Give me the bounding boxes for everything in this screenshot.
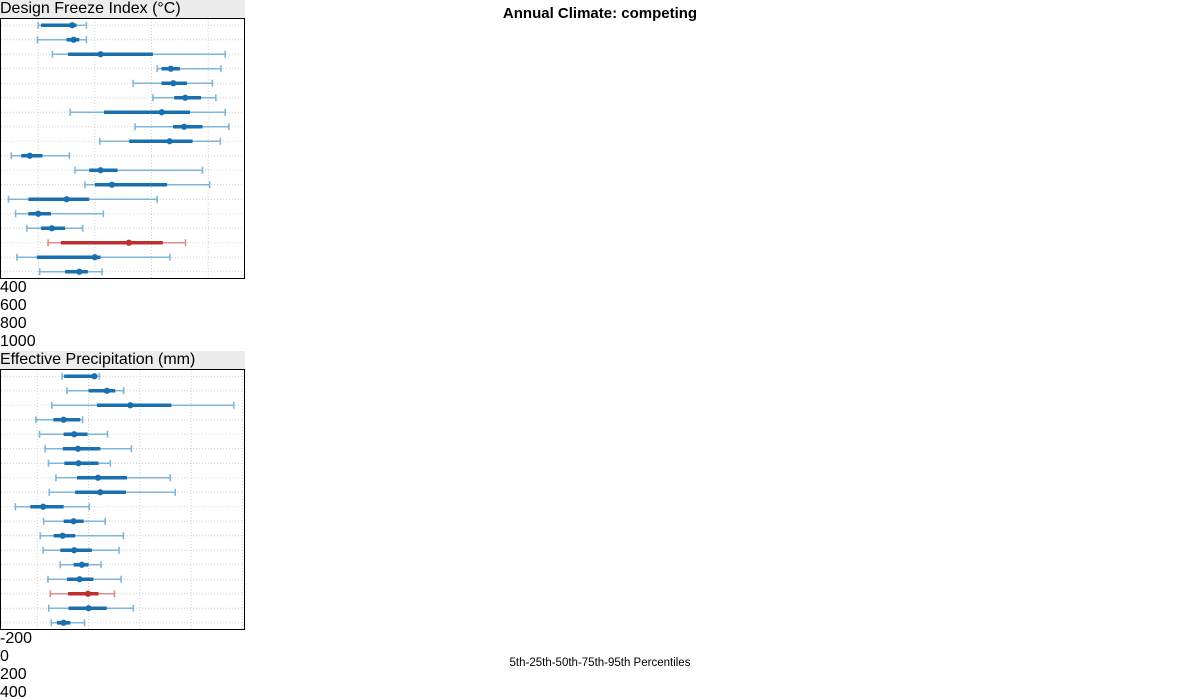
percentile-row-mocmont	[132, 79, 214, 87]
percentile-row-laventana	[47, 604, 135, 612]
percentile-row-wahatoya	[59, 561, 102, 569]
percentile-row-sheek	[26, 224, 84, 232]
percentile-row-skyview	[47, 459, 112, 467]
percentile-row-tecolote	[7, 195, 158, 203]
percentile-row-yourame	[42, 517, 106, 525]
percentile-row-yreka	[152, 94, 217, 102]
axis-tick-label: 200	[0, 666, 27, 683]
percentile-row-towaoc	[61, 372, 101, 380]
percentile-row-sonsela	[66, 387, 125, 395]
percentile-row-namon	[51, 50, 226, 58]
axis-tick-label: 400	[0, 684, 27, 700]
panel-canvas	[0, 18, 245, 279]
percentile-row-tecolote	[42, 546, 120, 554]
percentile-row-sheek	[47, 575, 122, 583]
panel-canvas	[0, 369, 245, 630]
percentile-row-macmeal	[48, 488, 177, 496]
panel-strip-effective-precipitation-mm: Effective Precipitation (mm)	[0, 351, 245, 369]
percentile-row-laventana	[16, 253, 171, 261]
axis-tick-label: 400	[0, 279, 27, 296]
percentile-row-xankey	[10, 152, 71, 160]
percentile-row-yreka	[44, 445, 133, 453]
percentile-row-namon	[51, 401, 235, 409]
percentile-row-trapps	[55, 474, 172, 482]
percentile-row-ymark	[35, 416, 84, 424]
percentile-row-skyview	[69, 108, 226, 116]
percentile-row-security	[49, 590, 116, 598]
percentile-row-mocmont	[38, 430, 109, 438]
percentile-row-xankey	[14, 503, 91, 511]
percentile-row-trapps	[134, 123, 230, 131]
percentile-row-yourame	[74, 166, 204, 174]
percentile-row-colomex	[50, 619, 86, 627]
percentile-row-wahatoya	[14, 210, 105, 218]
panel-plot-effective-precipitation-mm	[0, 369, 245, 630]
panel-plot-design-freeze-index-c	[0, 18, 245, 279]
axis-tick-label: 600	[0, 297, 27, 314]
percentile-row-towaoc	[37, 21, 88, 29]
axis-tick-label: 0	[0, 648, 9, 665]
axis-tick-label: 800	[0, 315, 27, 332]
percentile-row-sonsela	[36, 36, 88, 44]
panel-strip-design-freeze-index-c: Design Freeze Index (°C)	[0, 0, 245, 18]
percentile-row-vision	[39, 532, 125, 540]
percentile-row-colomex	[38, 268, 103, 276]
axis-tick-label: 1000	[0, 333, 36, 350]
percentile-row-ymark	[156, 65, 222, 73]
chart-title: Annual Climate: competing	[502, 5, 698, 22]
percentile-row-vision	[84, 181, 211, 189]
x-axis-caption: 5th-25th-50th-75th-95th Percentiles	[509, 657, 691, 669]
axis-tick-label: -200	[0, 630, 33, 647]
percentile-row-macmeal	[98, 137, 222, 145]
percentile-row-security	[47, 239, 187, 247]
